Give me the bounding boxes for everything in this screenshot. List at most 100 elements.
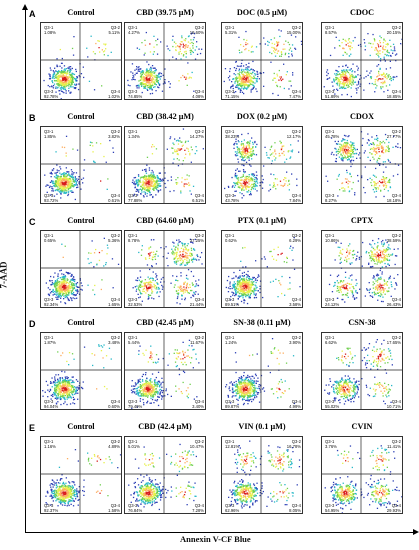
scatter-point [237,87,240,89]
scatter-point [187,62,189,64]
scatter-point [288,179,290,182]
scatter-point [374,147,376,150]
scatter-point [245,43,247,46]
scatter-point [61,67,63,69]
scatter-point [347,186,350,188]
scatter-point [271,160,273,162]
scatter-point [189,238,192,240]
scatter-point [44,174,46,176]
scatter-point [377,140,379,142]
scatter-point [251,177,253,180]
scatter-point [67,194,69,197]
scatter-point [73,172,75,174]
scatter-point [244,71,246,73]
scatter-point [139,83,141,85]
scatter-point [386,254,388,256]
scatter-point [239,192,241,194]
scatter-point [64,277,66,279]
panel-title: CPTX [350,216,374,225]
scatter-point [56,83,58,85]
scatter-point [56,64,58,66]
scatter-point [137,190,139,192]
scatter-point [333,78,335,80]
scatter-point [179,285,181,287]
scatter-point [342,81,344,83]
scatter-point [63,180,65,182]
scatter-point [253,292,255,294]
scatter-point [52,85,55,87]
scatter-point [235,275,237,277]
scatter-point [66,175,68,178]
scatter-point [180,264,183,266]
scatter-point [54,282,57,284]
scatter-point [274,77,276,79]
scatter-point [151,84,153,87]
scatter-point [385,265,387,268]
scatter-point [107,54,109,57]
scatter-point [149,294,152,296]
scatter-point [142,181,144,183]
scatter-point [288,56,290,58]
scatter-point [246,150,249,153]
scatter-point [92,289,94,291]
scatter-point [251,154,253,157]
quadrant-name: Q3-4 [292,297,302,302]
scatter-point [168,81,170,83]
scatter-point [334,79,336,81]
scatter-point [245,83,247,85]
scatter-point [64,190,66,192]
scatter-point [242,79,244,81]
scatter-point [349,69,351,71]
scatter-point [139,270,141,272]
scatter-point [156,179,158,181]
scatter-point [149,281,152,283]
scatter-point [135,181,137,183]
scatter-point [237,285,239,287]
scatter-point [69,174,71,176]
scatter-point [63,282,65,285]
scatter-point [149,85,152,87]
scatter-point [384,81,386,84]
scatter-point [247,293,249,295]
scatter-point [243,92,245,95]
scatter-point [145,292,147,294]
scatter-point [355,259,357,261]
scatter-point [236,283,238,285]
scatter-point [285,180,287,182]
scatter-point [62,181,64,184]
scatter-point [182,43,184,45]
scatter-point [74,184,77,186]
scatter-point [382,245,384,247]
scatter-point [54,290,56,293]
scatter-point [348,283,351,285]
scatter-point [352,156,354,158]
scatter-point [157,38,159,40]
scatter-point [385,258,387,260]
scatter-point [159,185,161,187]
scatter-point [57,72,59,74]
scatter-point [141,82,143,84]
scatter-point [92,151,94,153]
scatter-point [57,179,60,182]
scatter-point [242,84,245,86]
scatter-point [269,154,272,156]
scatter-point [352,40,354,42]
scatter-point [143,78,146,80]
scatter-point [158,84,161,86]
scatter-point [379,68,381,70]
scatter-plot: Q3-18.57%Q3-220.15%Q3-351.89%Q3-418.85% [322,23,402,99]
scatter-point [248,147,251,149]
scatter-point [60,189,62,192]
scatter-point [241,290,243,292]
scatter-point [189,49,191,52]
scatter-point [340,153,342,155]
scatter-point [336,178,338,180]
scatter-point [342,138,344,140]
scatter-point [368,82,371,85]
scatter-point [56,188,59,190]
scatter-point [342,139,344,141]
scatter-point [343,285,345,287]
scatter-point [190,49,192,51]
scatter-point [59,81,61,83]
scatter-point [137,189,139,191]
